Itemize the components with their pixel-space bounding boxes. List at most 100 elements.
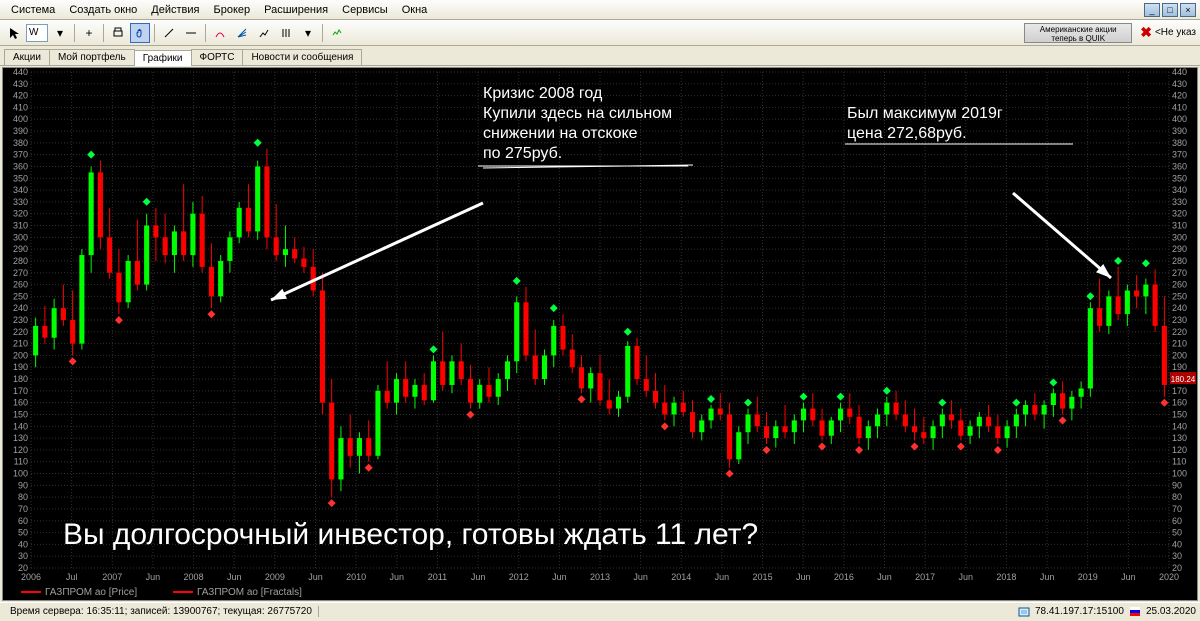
svg-text:400: 400	[1172, 114, 1187, 124]
svg-text:50: 50	[18, 528, 28, 538]
svg-text:Jun: Jun	[227, 572, 242, 582]
svg-text:240: 240	[1172, 303, 1187, 313]
svg-text:100: 100	[1172, 469, 1187, 479]
tab-stocks[interactable]: Акции	[4, 49, 50, 65]
svg-text:410: 410	[1172, 102, 1187, 112]
svg-text:140: 140	[13, 421, 28, 431]
svg-text:390: 390	[1172, 126, 1187, 136]
svg-text:430: 430	[13, 79, 28, 89]
close-icon[interactable]: ×	[1180, 3, 1196, 17]
svg-text:Jun: Jun	[390, 572, 405, 582]
svg-text:100: 100	[13, 469, 28, 479]
svg-text:2006: 2006	[21, 572, 41, 582]
maximize-icon[interactable]: □	[1162, 3, 1178, 17]
svg-text:300: 300	[13, 232, 28, 242]
svg-text:Jul: Jul	[66, 572, 78, 582]
tab-forts[interactable]: ФОРТС	[191, 49, 244, 65]
svg-text:350: 350	[1172, 173, 1187, 183]
svg-text:320: 320	[1172, 209, 1187, 219]
status-ip: 78.41.197.17:15100	[1035, 606, 1124, 617]
menu-broker[interactable]: Брокер	[207, 2, 258, 18]
arc-icon[interactable]	[210, 23, 230, 43]
svg-text:340: 340	[13, 185, 28, 195]
svg-text:120: 120	[13, 445, 28, 455]
menu-actions[interactable]: Действия	[144, 2, 206, 18]
disconnected-icon: ✖	[1140, 24, 1152, 41]
svg-text:Jun: Jun	[715, 572, 730, 582]
svg-text:400: 400	[13, 114, 28, 124]
svg-text:70: 70	[1172, 504, 1182, 514]
trend-icon[interactable]	[254, 23, 274, 43]
svg-text:80: 80	[18, 492, 28, 502]
svg-text:30: 30	[1172, 551, 1182, 561]
svg-text:420: 420	[1172, 91, 1187, 101]
hline-icon[interactable]	[181, 23, 201, 43]
svg-text:Jun: Jun	[471, 572, 486, 582]
svg-text:2008: 2008	[184, 572, 204, 582]
menubar: Система Создать окно Действия Брокер Рас…	[0, 0, 1200, 20]
svg-text:2011: 2011	[428, 572, 447, 582]
menu-system[interactable]: Система	[4, 2, 62, 18]
svg-text:60: 60	[1172, 516, 1182, 526]
svg-text:90: 90	[1172, 480, 1182, 490]
svg-text:210: 210	[13, 339, 28, 349]
svg-text:210: 210	[1172, 339, 1187, 349]
more-icon[interactable]: ▾	[298, 23, 318, 43]
indicator-icon[interactable]	[327, 23, 347, 43]
svg-text:130: 130	[1172, 433, 1187, 443]
svg-text:40: 40	[1172, 539, 1182, 549]
ad-banner[interactable]: Американские акциитеперь в QUIK	[1024, 23, 1132, 43]
svg-text:Jun: Jun	[796, 572, 811, 582]
svg-text:Jun: Jun	[308, 572, 323, 582]
svg-text:по 275руб.: по 275руб.	[483, 145, 562, 162]
tabbar: Акции Мой портфель Графики ФОРТС Новости…	[0, 46, 1200, 66]
svg-text:2016: 2016	[834, 572, 854, 582]
tab-portfolio[interactable]: Мой портфель	[49, 49, 135, 65]
svg-text:240: 240	[13, 303, 28, 313]
broker-selector[interactable]: ✖<Не указ	[1140, 24, 1196, 41]
menu-services[interactable]: Сервисы	[335, 2, 395, 18]
svg-text:290: 290	[13, 244, 28, 254]
menu-windows[interactable]: Окна	[395, 2, 435, 18]
chart-area[interactable]: 2020303040405050606070708080909010010011…	[2, 67, 1198, 601]
svg-text:330: 330	[13, 197, 28, 207]
svg-text:60: 60	[18, 516, 28, 526]
flag-icon	[1128, 605, 1142, 619]
svg-text:2014: 2014	[671, 572, 691, 582]
svg-text:ГАЗПРОМ ао [Price]: ГАЗПРОМ ао [Price]	[45, 587, 137, 598]
hand-icon[interactable]	[130, 23, 150, 43]
svg-text:430: 430	[1172, 79, 1187, 89]
svg-text:310: 310	[13, 221, 28, 231]
svg-text:190: 190	[1172, 362, 1187, 372]
svg-text:2012: 2012	[509, 572, 529, 582]
svg-text:Jun: Jun	[552, 572, 567, 582]
svg-text:120: 120	[1172, 445, 1187, 455]
svg-text:360: 360	[13, 161, 28, 171]
svg-text:2019: 2019	[1078, 572, 1098, 582]
svg-text:320: 320	[13, 209, 28, 219]
menu-create-window[interactable]: Создать окно	[62, 2, 144, 18]
svg-text:160: 160	[1172, 398, 1187, 408]
interval-input[interactable]	[26, 24, 48, 42]
svg-text:250: 250	[13, 291, 28, 301]
menu-extensions[interactable]: Расширения	[257, 2, 335, 18]
tab-charts[interactable]: Графики	[134, 50, 192, 66]
line-icon[interactable]	[159, 23, 179, 43]
svg-text:140: 140	[1172, 421, 1187, 431]
svg-text:370: 370	[1172, 150, 1187, 160]
svg-text:2020: 2020	[1159, 572, 1179, 582]
svg-text:30: 30	[18, 551, 28, 561]
dropdown-icon[interactable]: ▾	[50, 23, 70, 43]
svg-text:Вы долгосрочный инвестор, гото: Вы долгосрочный инвестор, готовы ждать 1…	[63, 518, 758, 551]
svg-text:160: 160	[13, 398, 28, 408]
svg-text:2015: 2015	[753, 572, 773, 582]
crosshair-icon[interactable]: +	[79, 23, 99, 43]
svg-text:230: 230	[13, 315, 28, 325]
fan-icon[interactable]	[232, 23, 252, 43]
svg-text:190: 190	[13, 362, 28, 372]
minimize-icon[interactable]: _	[1144, 3, 1160, 17]
cursor-icon[interactable]	[4, 23, 24, 43]
tab-news[interactable]: Новости и сообщения	[242, 49, 362, 65]
bars-icon[interactable]	[276, 23, 296, 43]
print-icon[interactable]	[108, 23, 128, 43]
